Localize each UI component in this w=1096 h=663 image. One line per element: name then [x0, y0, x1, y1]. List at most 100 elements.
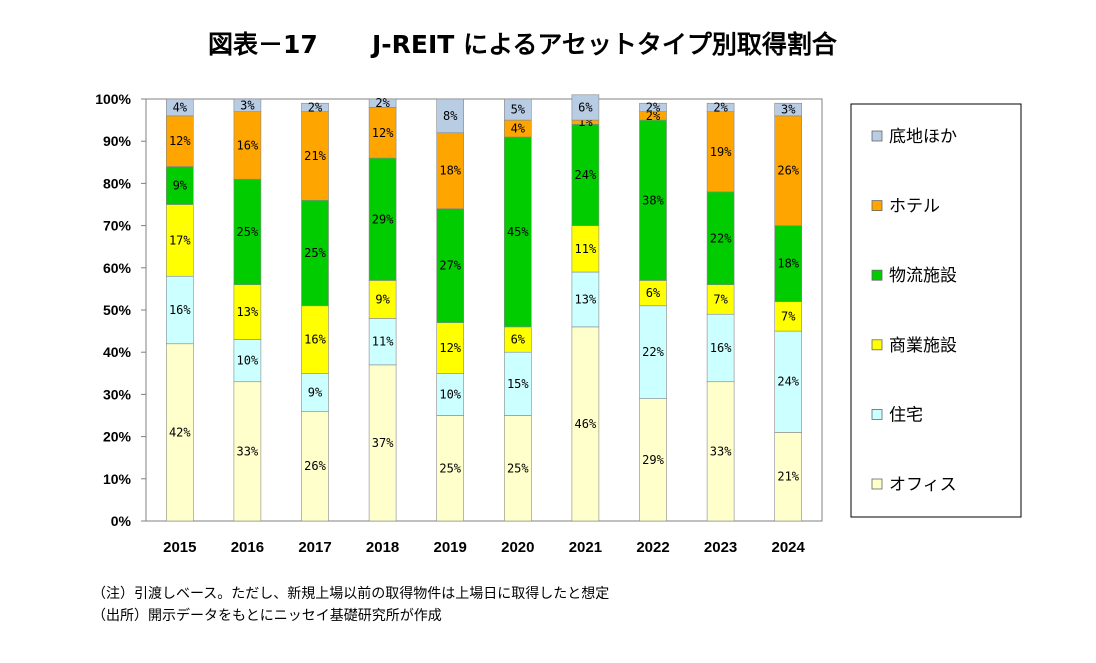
data-label: 16%: [710, 341, 732, 355]
bar-segment: [368, 280, 397, 319]
data-label: 37%: [372, 436, 394, 450]
y-tick-label: 0%: [111, 513, 132, 529]
y-tick-label: 70%: [103, 218, 132, 234]
x-tick-label: 2015: [163, 539, 196, 556]
footnote-note: （注）引渡しベース。ただし、新規上場以前の取得物件は上場日に取得したと想定: [92, 586, 610, 602]
y-tick-label: 60%: [103, 260, 132, 276]
data-label: 22%: [642, 345, 664, 359]
data-label: 18%: [439, 164, 461, 178]
bar-segment: [368, 157, 397, 281]
legend-swatch: [871, 130, 883, 142]
bar-segment: [503, 98, 532, 121]
data-label: 26%: [304, 459, 326, 473]
data-label: 29%: [642, 453, 664, 467]
bar-segment: [503, 136, 532, 328]
bar-segment: [368, 98, 397, 108]
bar-segment: [706, 381, 735, 522]
bar-segment: [166, 98, 194, 117]
bar-segment: [774, 432, 803, 522]
data-label: 2%: [646, 109, 661, 123]
chart-title-prefix: 図表－17: [208, 30, 318, 59]
data-label: 6%: [646, 286, 661, 300]
bar-segment: [571, 271, 600, 328]
data-label: 12%: [372, 126, 394, 140]
legend-box: [850, 103, 1022, 518]
legend-label: ホテル: [889, 197, 940, 217]
bar-segment: [368, 318, 397, 366]
x-tick-label: 2024: [772, 539, 806, 556]
legend-swatch: [871, 408, 883, 420]
bar-segment: [301, 372, 329, 412]
bar-segment: [571, 124, 600, 226]
x-tick-label: 2017: [298, 539, 331, 556]
data-label: 13%: [237, 305, 259, 319]
data-label: 25%: [439, 461, 461, 475]
data-label: 2%: [308, 100, 323, 114]
data-label: 13%: [575, 292, 597, 306]
data-label: 9%: [173, 179, 188, 193]
legend-swatch: [871, 269, 883, 281]
legend-swatch: [871, 200, 883, 212]
bar-segment: [233, 111, 262, 180]
y-tick-label: 20%: [103, 429, 132, 445]
data-label: 33%: [237, 444, 259, 458]
data-label: 17%: [169, 233, 191, 247]
data-label: 16%: [304, 333, 326, 347]
x-axis: 2015 2016 2017 2018 2019 2020 2021 2022 2023 2024: [163, 539, 805, 556]
data-label: 3%: [240, 98, 255, 112]
x-tick-label: 2021: [569, 539, 602, 556]
data-label: 2%: [646, 100, 661, 114]
bar-segment: [301, 102, 329, 112]
legend-label: オフィス: [889, 475, 957, 495]
bar-segment: [774, 225, 803, 302]
y-tick-label: 30%: [103, 386, 132, 402]
x-tick-label: 2018: [366, 539, 399, 556]
data-label: 27%: [439, 259, 461, 273]
y-axis: 0% 10% 20% 30% 40% 50% 60% 70% 80% 90% 100%: [95, 91, 146, 529]
y-tick-label: 100%: [95, 91, 131, 107]
data-label: 24%: [777, 375, 799, 389]
y-tick-label: 10%: [103, 471, 132, 487]
data-label: 3%: [781, 103, 796, 117]
data-label: 6%: [511, 333, 526, 347]
bar-segment: [571, 225, 600, 273]
bar-segment: [774, 330, 803, 433]
data-label: 33%: [710, 444, 732, 458]
bar-segment: [436, 208, 465, 323]
data-label: 42%: [169, 425, 191, 439]
bar-segment: [571, 94, 600, 121]
x-tick-label: 2016: [231, 539, 264, 556]
bar-segment: [503, 415, 532, 522]
bar-segment: [301, 305, 329, 374]
data-label: 5%: [511, 103, 526, 117]
y-tick-label: 80%: [103, 175, 132, 191]
bar-segment: [166, 343, 194, 522]
data-label: 25%: [507, 461, 529, 475]
data-label: 19%: [710, 145, 732, 159]
data-label: 7%: [713, 292, 728, 306]
bar-segment: [436, 132, 465, 210]
x-tick-label: 2022: [636, 539, 669, 556]
bar-segment: [503, 326, 532, 353]
data-label: 4%: [511, 122, 526, 136]
data-label: 12%: [439, 341, 461, 355]
bar-segment: [166, 204, 194, 277]
data-label: 7%: [781, 309, 796, 323]
bar-segment: [368, 107, 397, 159]
bar-segment: [706, 284, 735, 315]
bar-segment: [436, 372, 465, 416]
bar-segment: [233, 98, 262, 112]
data-label: 24%: [575, 168, 597, 182]
data-label: 11%: [372, 335, 394, 349]
bar-segment: [706, 102, 735, 112]
footnote-source: （出所）開示データをもとにニッセイ基礎研究所が作成: [92, 608, 442, 624]
data-label: 46%: [575, 417, 597, 431]
data-label: 8%: [443, 109, 458, 123]
legend-label: 住宅: [889, 405, 923, 425]
data-label: 25%: [304, 246, 326, 260]
bars: 42% 16% 17% 9% 12% 4% 33% 10% 13% 25% 16% 3% 26% 9% 16…: [166, 94, 803, 522]
legend-label: 物流施設: [889, 266, 957, 286]
bar-segment: [368, 364, 397, 522]
